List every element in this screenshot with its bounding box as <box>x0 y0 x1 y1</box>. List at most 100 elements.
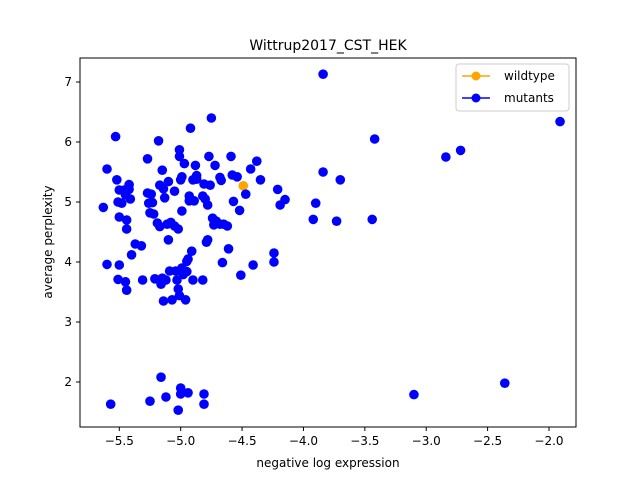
mutants-point-94 <box>202 235 213 245</box>
mutants-point-11 <box>116 198 127 208</box>
mutants-point-130 <box>335 175 346 185</box>
legend-label-mutants: mutants <box>504 91 554 105</box>
mutants-point-48 <box>163 176 174 187</box>
mutants-point-73 <box>182 266 192 277</box>
mutants-point-4 <box>110 131 121 142</box>
mutants-point-5 <box>112 175 122 185</box>
mutants-point-19 <box>124 184 134 195</box>
mutants-point-20 <box>125 194 136 204</box>
mutants-point-61 <box>174 151 185 162</box>
y-axis: 2 3 4 5 6 7 <box>64 75 80 389</box>
mutants-point-70 <box>179 158 190 169</box>
mutants-point-10 <box>114 260 125 270</box>
mutants-point-46 <box>161 392 171 402</box>
x-tick-label: −5.5 <box>105 434 134 448</box>
mutants-point-109 <box>226 151 236 162</box>
x-tick-label: −4.5 <box>227 434 256 448</box>
legend: wildtype mutants <box>455 63 570 112</box>
mutants-point-120 <box>269 248 279 258</box>
mutants-point-23 <box>136 241 147 251</box>
x-axis: −5.5 −5.0 −4.5 −4.0 −3.5 −3.0 −2.5 −2.0 <box>105 427 564 448</box>
mutants-point-57 <box>173 224 184 234</box>
mutants-point-7 <box>113 274 123 285</box>
points-layer <box>98 69 565 416</box>
x-tick-label: −4.0 <box>289 434 318 448</box>
mutants-point-126 <box>310 198 321 208</box>
mutants-point-65 <box>175 389 186 399</box>
mutants-point-15 <box>121 215 132 225</box>
mutants-point-119 <box>255 175 266 185</box>
chart-title: Wittrup2017_CST_HEK <box>249 38 407 54</box>
mutants-point-67 <box>177 206 187 216</box>
mutants-point-78 <box>185 123 196 133</box>
mutants-point-100 <box>210 160 220 171</box>
mutants-point-136 <box>499 378 510 389</box>
mutants-point-82 <box>189 196 199 206</box>
mutants-point-83 <box>190 160 201 171</box>
mutants-point-79 <box>186 246 197 256</box>
y-tick-label: 5 <box>64 195 72 209</box>
mutants-point-44 <box>159 193 170 203</box>
mutants-point-35 <box>153 136 164 146</box>
mutants-point-93 <box>202 200 213 210</box>
mutants-point-132 <box>369 134 380 144</box>
mutants-point-96 <box>205 180 215 190</box>
mutants-point-90 <box>199 399 209 410</box>
mutants-point-129 <box>331 216 342 226</box>
mutants-point-49 <box>163 235 174 245</box>
mutants-point-43 <box>158 296 169 306</box>
mutants-point-122 <box>272 184 283 195</box>
y-axis-label: average perplexity <box>41 185 55 298</box>
mutants-point-107 <box>222 221 233 231</box>
legend-marker-wildtype <box>471 71 481 81</box>
mutants-point-118 <box>251 156 262 166</box>
y-tick-label: 7 <box>64 75 72 89</box>
mutants-point-128 <box>318 167 328 177</box>
mutants-point-134 <box>441 152 451 162</box>
mutants-point-75 <box>183 388 193 398</box>
mutants-point-71 <box>180 295 191 305</box>
mutants-point-131 <box>367 214 378 225</box>
mutants-point-39 <box>156 372 166 383</box>
mutants-point-9 <box>114 212 125 222</box>
mutants-point-14 <box>120 277 131 287</box>
mutants-point-111 <box>228 196 239 207</box>
mutants-point-52 <box>167 295 177 305</box>
y-tick-label: 6 <box>64 135 72 149</box>
mutants-point-24 <box>137 275 148 285</box>
mutants-point-105 <box>217 257 228 268</box>
mutants-point-113 <box>234 205 245 216</box>
mutants-point-16 <box>121 224 132 234</box>
mutants-point-127 <box>318 69 328 79</box>
mutants-point-85 <box>191 174 202 184</box>
mutants-point-53 <box>169 186 180 196</box>
mutants-point-112 <box>232 172 242 182</box>
y-tick-label: 4 <box>64 255 72 269</box>
y-tick-label: 2 <box>64 375 72 389</box>
mutants-point-29 <box>145 396 155 407</box>
mutants-point-0 <box>98 202 109 213</box>
mutants-point-135 <box>455 145 466 156</box>
mutants-point-115 <box>240 189 251 199</box>
mutants-point-30 <box>146 189 157 199</box>
mutants-point-3 <box>105 399 116 410</box>
mutants-point-121 <box>269 257 279 267</box>
mutants-point-104 <box>216 175 226 186</box>
mutants-point-97 <box>206 113 217 123</box>
y-tick-label: 3 <box>64 315 72 329</box>
wildtype-point-0 <box>238 181 249 191</box>
mutants-point-60 <box>174 145 185 155</box>
mutants-point-81 <box>188 275 198 285</box>
mutants-point-124 <box>280 194 290 205</box>
mutants-point-66 <box>177 172 187 182</box>
mutants-point-17 <box>121 285 132 296</box>
x-tick-label: −3.0 <box>412 434 441 448</box>
mutants-point-95 <box>204 151 214 162</box>
mutants-point-137 <box>555 116 565 127</box>
x-tick-label: −3.5 <box>350 434 379 448</box>
x-tick-label: −2.0 <box>534 434 563 448</box>
x-axis-label: negative log expression <box>256 456 399 470</box>
mutants-point-117 <box>248 260 258 270</box>
mutants-point-40 <box>157 165 168 175</box>
